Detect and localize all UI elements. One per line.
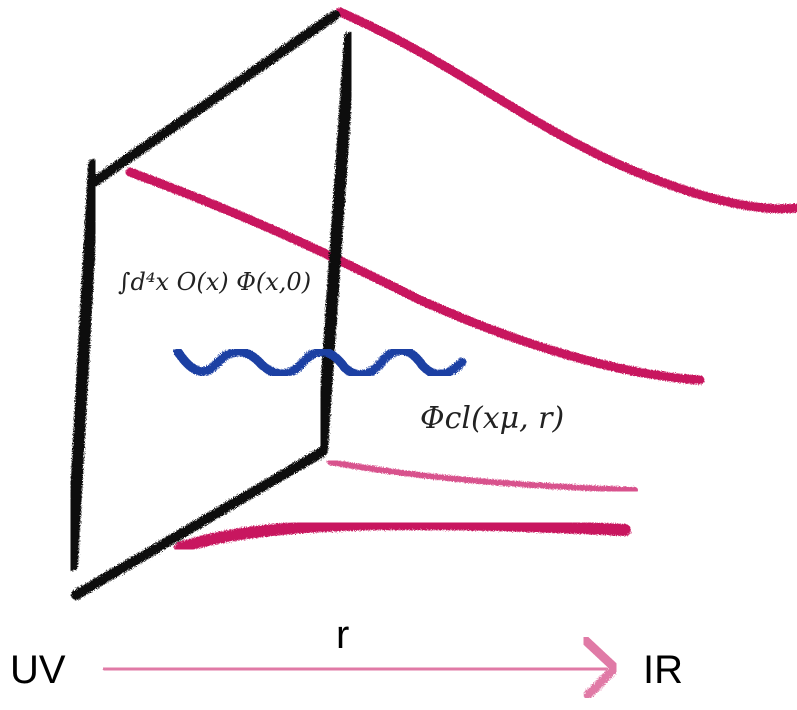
curve-bottom: [180, 524, 625, 548]
operator-annotation: ∫d⁴x O(x) Φ(x,0): [118, 268, 311, 296]
diagram: ∫d⁴x O(x) Φ(x,0) Φcl(xμ, r) UV r IR: [0, 0, 797, 710]
field-annotation: Φcl(xμ, r): [420, 401, 564, 436]
rg-arrow: [110, 668, 600, 670]
wavy-propagator: [178, 350, 462, 374]
ir-label: IR: [643, 648, 683, 692]
frame-left: [72, 165, 94, 565]
frame-right: [322, 38, 350, 450]
curve-top: [340, 12, 795, 209]
curve-lower: [330, 462, 635, 490]
r-label: r: [336, 613, 349, 657]
frame-top: [94, 15, 335, 182]
uv-label: UV: [10, 648, 66, 692]
